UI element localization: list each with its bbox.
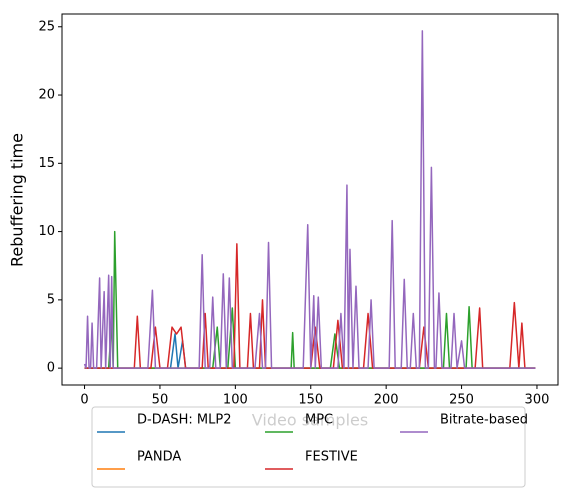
- y-tick-label: 5: [47, 292, 55, 307]
- x-tick-label: 300: [525, 393, 550, 408]
- x-tick-label: 100: [223, 393, 248, 408]
- plot-frame: [61, 13, 559, 386]
- x-tick-label: 0: [80, 393, 88, 408]
- x-tick-label: 250: [449, 393, 474, 408]
- series-line: [83, 30, 536, 369]
- legend-label: PANDA: [137, 450, 181, 465]
- y-tick-label: 25: [38, 19, 55, 34]
- legend-label: Bitrate-based: [440, 413, 528, 428]
- x-tick-label: 150: [298, 393, 323, 408]
- legend-label: D-DASH: MLP2: [137, 413, 232, 428]
- legend-label: FESTIVE: [305, 450, 358, 465]
- legend-frame: [91, 406, 526, 488]
- y-tick-label: 15: [38, 156, 55, 171]
- legend-label: MPC: [305, 413, 333, 428]
- y-tick-label: 20: [38, 88, 55, 103]
- y-axis-label: Rebuffering time: [8, 133, 27, 267]
- x-tick-label: 200: [374, 393, 399, 408]
- y-tick-label: 0: [47, 361, 55, 376]
- y-tick-label: 10: [38, 224, 55, 239]
- x-tick-label: 50: [152, 393, 169, 408]
